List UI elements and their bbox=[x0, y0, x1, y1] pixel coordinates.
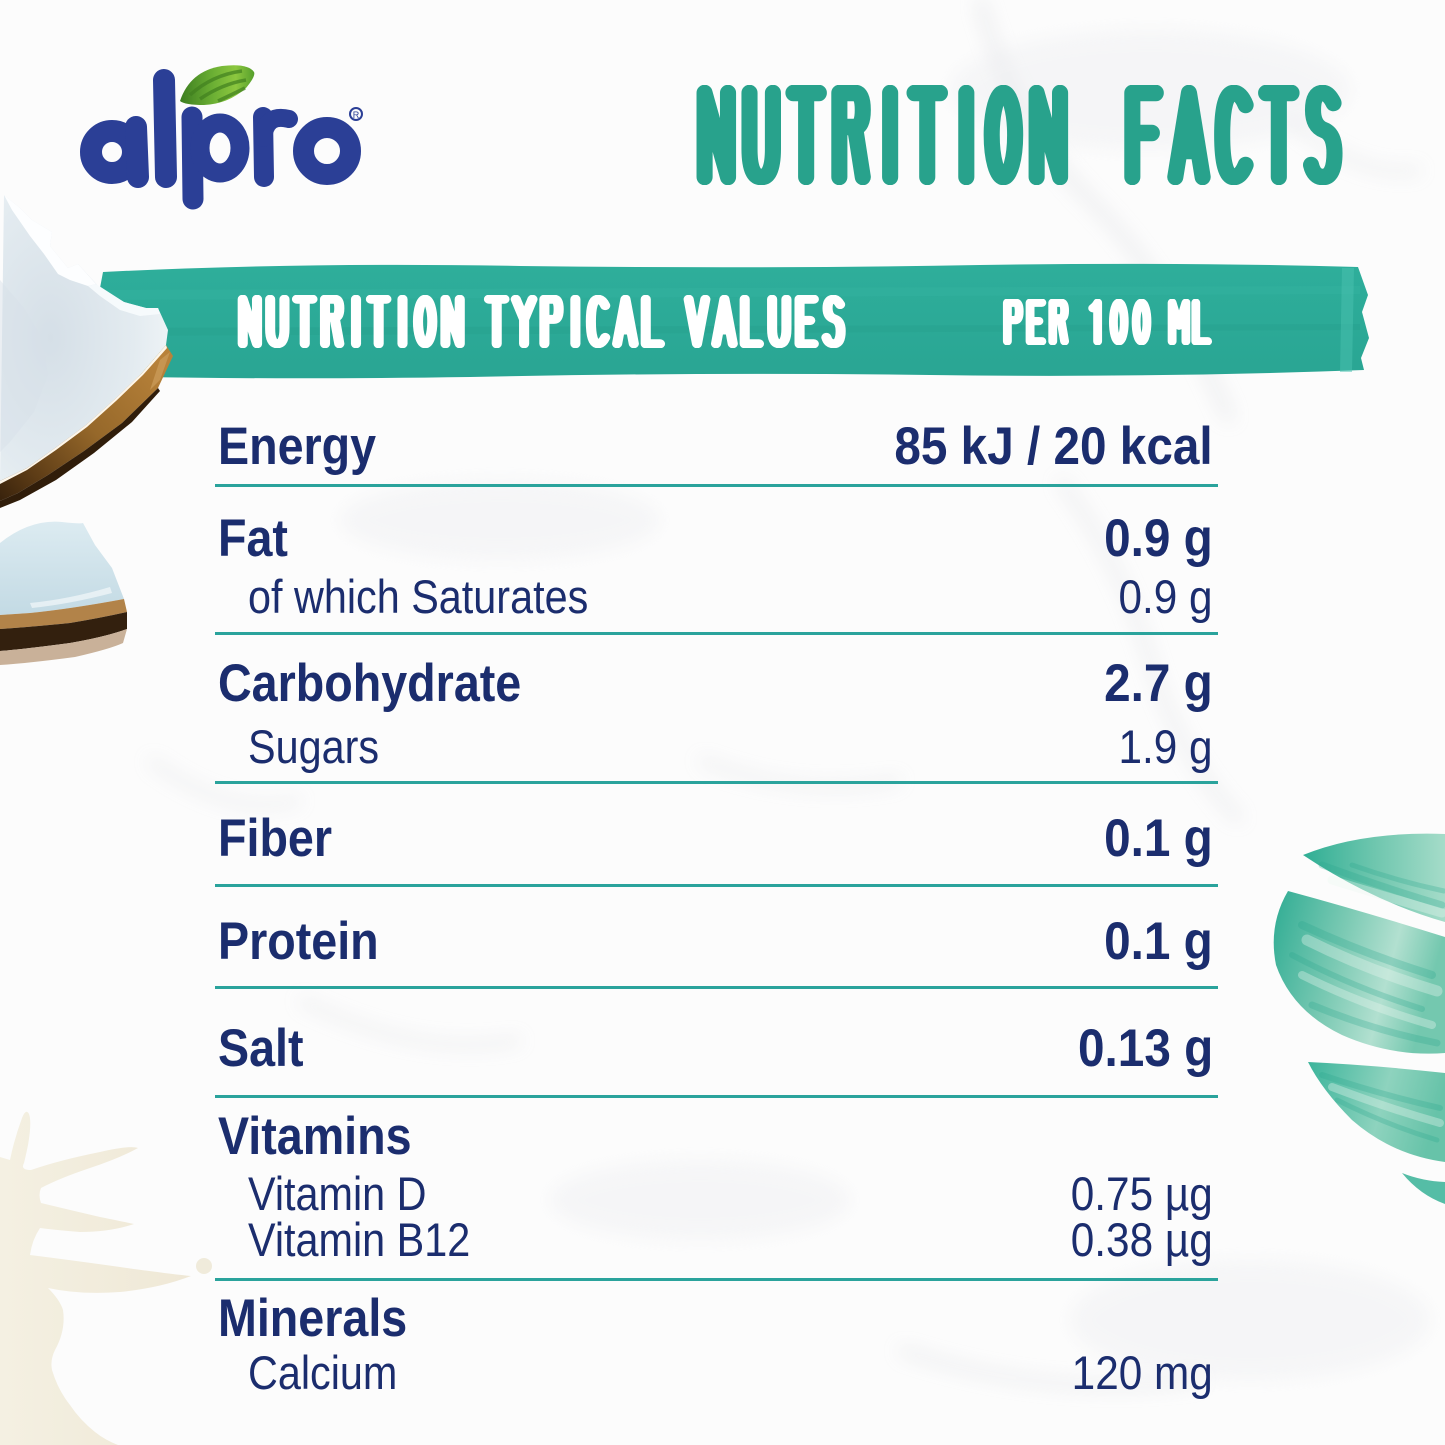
svg-text:R: R bbox=[353, 110, 360, 120]
